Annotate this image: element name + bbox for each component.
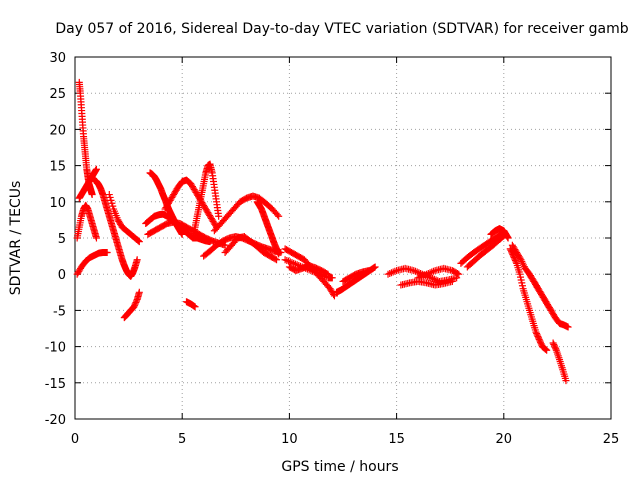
data-point <box>92 234 100 242</box>
data-point <box>134 236 142 244</box>
data-point <box>103 248 111 256</box>
y-tick-label: 5 <box>58 232 66 247</box>
data-point <box>389 268 397 276</box>
data-point <box>426 269 434 277</box>
data-point <box>133 256 141 264</box>
data-point <box>416 273 424 281</box>
y-axis-label: SDTVAR / TECUs <box>8 181 24 296</box>
data-point <box>273 256 281 264</box>
data-point <box>283 256 291 264</box>
data-point <box>275 250 283 258</box>
data-point <box>417 272 425 280</box>
data-point <box>365 267 373 275</box>
data-point <box>135 238 143 246</box>
x-tick-label: 15 <box>388 432 405 447</box>
data-point <box>191 303 199 311</box>
y-tick-label: -10 <box>45 341 66 356</box>
data-point <box>323 269 331 277</box>
x-tick-label: 0 <box>71 432 79 447</box>
data-point <box>275 212 283 220</box>
data-point <box>415 269 423 277</box>
data-point <box>410 267 418 275</box>
data-point <box>285 257 293 265</box>
x-tick-label: 25 <box>603 432 620 447</box>
data-point <box>423 270 431 278</box>
y-tick-label: -20 <box>45 413 66 428</box>
data-point <box>384 270 392 278</box>
data-point <box>281 256 289 264</box>
data-point <box>134 237 142 245</box>
x-axis-label: GPS time / hours <box>281 459 398 475</box>
data-point <box>411 267 419 275</box>
data-point <box>215 212 223 220</box>
data-point <box>387 269 395 277</box>
data-point <box>291 260 299 268</box>
data-point <box>564 323 572 331</box>
x-tick-label: 20 <box>496 432 513 447</box>
y-tick-label: 30 <box>49 51 66 66</box>
data-point <box>542 345 550 353</box>
grid-lines <box>75 57 611 419</box>
data-point <box>424 269 432 277</box>
data-point <box>413 268 421 276</box>
data-point <box>178 230 186 238</box>
y-tick-label: -5 <box>53 304 66 319</box>
x-axis: 0 5 10 15 20 25 <box>71 57 619 447</box>
chart-title: Day 057 of 2016, Sidereal Day-to-day VTE… <box>55 21 628 37</box>
x-tick-label: 5 <box>178 432 186 447</box>
data-point <box>391 267 399 275</box>
data-point <box>430 275 438 283</box>
data-point <box>371 263 379 271</box>
y-tick-label: 15 <box>49 160 66 175</box>
y-tick-label: 10 <box>49 196 66 211</box>
y-axis: -20 -15 -10 -5 0 5 10 15 20 25 30 <box>45 51 611 428</box>
data-point <box>273 211 281 219</box>
data-point <box>92 165 100 173</box>
data-point <box>453 269 461 277</box>
y-tick-label: 25 <box>49 87 66 102</box>
data-point <box>429 275 437 283</box>
data-point <box>324 270 332 278</box>
data-point <box>414 274 422 282</box>
data-points <box>73 78 572 385</box>
data-point <box>429 267 437 275</box>
data-point <box>541 345 549 353</box>
data-point <box>448 277 456 285</box>
data-point <box>543 346 551 354</box>
y-tick-label: 20 <box>49 123 66 138</box>
y-tick-label: 0 <box>58 268 66 283</box>
data-point <box>562 377 570 385</box>
data-point <box>504 234 512 242</box>
data-point <box>421 271 429 279</box>
data-point <box>271 255 279 263</box>
data-point <box>432 276 440 284</box>
data-point <box>135 288 143 296</box>
data-point <box>455 270 463 278</box>
x-tick-label: 10 <box>281 432 298 447</box>
data-point <box>552 345 560 353</box>
data-point <box>516 254 524 262</box>
y-tick-label: -15 <box>45 377 66 392</box>
data-point <box>88 191 96 199</box>
data-point <box>428 268 436 276</box>
data-point <box>328 274 336 282</box>
data-point <box>419 272 427 280</box>
data-point <box>386 269 394 277</box>
data-point <box>330 292 338 300</box>
data-point <box>427 274 435 282</box>
